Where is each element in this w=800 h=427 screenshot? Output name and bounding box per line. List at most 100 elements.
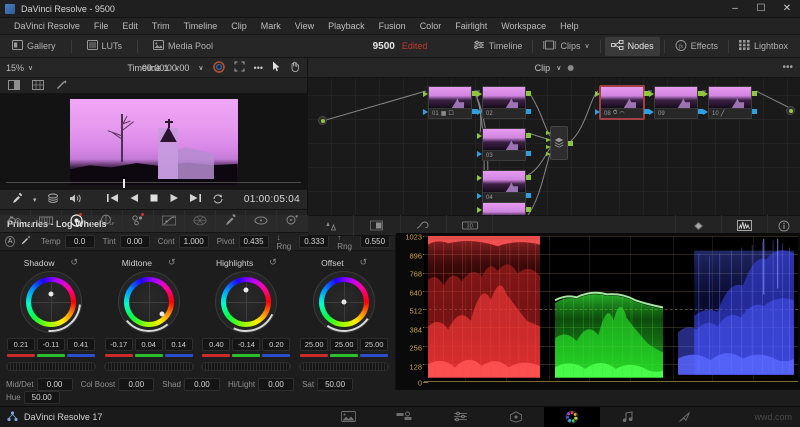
midtone-red-value[interactable]: -0.17 xyxy=(104,338,133,351)
node-blue-output-port[interactable] xyxy=(698,109,703,114)
nodes-toggle-button[interactable]: Nodes xyxy=(604,36,660,56)
caret-down-icon[interactable]: ▾ xyxy=(33,196,37,204)
saturation-field[interactable]: 50.00 xyxy=(317,378,354,391)
speaker-icon[interactable] xyxy=(64,193,87,207)
menu-fairlight[interactable]: Fairlight xyxy=(455,20,488,31)
green-bar[interactable] xyxy=(330,354,359,357)
node-graph-canvas[interactable]: 01 ▦ ☐ 02 xyxy=(308,78,800,215)
motion-effects-tool[interactable] xyxy=(123,209,154,231)
temp-field[interactable]: 0.0 xyxy=(64,235,95,248)
mixer-input-port[interactable] xyxy=(546,145,551,149)
effects-toggle-button[interactable]: fx Effects xyxy=(669,37,724,56)
blue-bar[interactable] xyxy=(360,354,389,357)
node-blue-input-port[interactable] xyxy=(477,109,482,115)
green-bar[interactable] xyxy=(232,354,261,357)
menu-trim[interactable]: Trim xyxy=(151,20,170,31)
waveform-scope[interactable]: 1023 896 768 640 512 384 256 128 0 xyxy=(396,233,800,390)
cut-page-button[interactable] xyxy=(376,407,432,427)
node-blue-input-port[interactable] xyxy=(649,109,654,115)
menu-help[interactable]: Help xyxy=(560,20,579,31)
edit-page-button[interactable] xyxy=(432,407,488,427)
curves-tool[interactable] xyxy=(154,209,185,231)
loop-button[interactable] xyxy=(207,193,229,207)
rgb-mixer-tool[interactable]: LR xyxy=(92,209,124,231)
menu-timeline[interactable]: Timeline xyxy=(183,20,218,31)
node-blue-output-port[interactable] xyxy=(526,193,531,198)
highlight-field[interactable]: 0.00 xyxy=(258,378,295,391)
stereo-tool[interactable] xyxy=(676,215,722,236)
menu-fusion[interactable]: Fusion xyxy=(378,20,406,31)
media-pool-button[interactable]: Media Pool xyxy=(147,37,219,56)
scopes-tool[interactable] xyxy=(722,215,769,236)
node-green-output-port[interactable] xyxy=(472,91,477,96)
menu-mark[interactable]: Mark xyxy=(260,20,281,31)
node-04[interactable]: 04 xyxy=(477,170,531,203)
red-bar[interactable] xyxy=(202,354,231,357)
viewer-scrubber[interactable] xyxy=(0,179,307,188)
stop-button[interactable] xyxy=(144,193,164,206)
mixer-input-port[interactable] xyxy=(546,152,551,156)
tint-field[interactable]: 0.00 xyxy=(119,235,150,248)
node-03[interactable]: 03 xyxy=(477,128,531,161)
chevron-down-icon[interactable]: ∨ xyxy=(584,43,590,50)
blue-bar[interactable] xyxy=(66,354,95,357)
offset-blue-value[interactable]: 25.00 xyxy=(360,338,389,351)
fairlight-page-button[interactable] xyxy=(600,407,656,427)
high-range-field[interactable]: 0.550 xyxy=(360,235,390,248)
layer-mixer-node[interactable] xyxy=(546,126,573,160)
node-green-input-port[interactable] xyxy=(703,91,708,97)
color-wheels-tool[interactable] xyxy=(62,209,93,231)
menu-file[interactable]: File xyxy=(93,20,109,31)
node-green-output-port[interactable] xyxy=(526,133,531,138)
viewer-timecode[interactable]: 00:00:00:00 xyxy=(141,62,190,73)
highlights-master-slider[interactable] xyxy=(201,362,292,371)
node-blue-output-port[interactable] xyxy=(752,109,757,114)
magic-mask-tool[interactable] xyxy=(308,215,355,236)
node-green-input-port[interactable] xyxy=(477,175,482,181)
node-09[interactable]: 09 xyxy=(649,86,703,119)
mixer-input-port[interactable] xyxy=(546,138,551,142)
node-green-input-port[interactable] xyxy=(477,133,482,139)
gallery-button[interactable]: Gallery xyxy=(6,37,62,56)
node-blue-output-port[interactable] xyxy=(472,109,477,114)
node-blue-input-port[interactable] xyxy=(595,109,600,115)
info-tool[interactable] xyxy=(768,215,800,236)
media-page-button[interactable] xyxy=(320,407,376,427)
offset-wheel-handle[interactable] xyxy=(341,299,347,305)
playhead-marker[interactable] xyxy=(123,179,125,188)
color-warper-tool[interactable] xyxy=(185,209,216,231)
fusion-page-button[interactable] xyxy=(488,407,544,427)
node-10[interactable]: 10 ╱ xyxy=(703,86,757,119)
reset-icon[interactable]: ↺ xyxy=(269,257,277,267)
offset-green-value[interactable]: 25.00 xyxy=(330,338,359,351)
blue-bar[interactable] xyxy=(262,354,291,357)
eyedropper-icon[interactable] xyxy=(7,192,28,207)
highlights-blue-value[interactable]: 0.20 xyxy=(262,338,291,351)
node-05[interactable]: 05 xyxy=(477,202,531,215)
highlights-green-value[interactable]: -0.14 xyxy=(232,338,261,351)
jump-to-end-button[interactable] xyxy=(184,193,207,206)
menu-color[interactable]: Color xyxy=(419,20,442,31)
key-tool[interactable] xyxy=(401,215,447,236)
node-green-input-port[interactable] xyxy=(477,91,482,97)
node-green-output-port[interactable] xyxy=(526,91,531,96)
shadow-wheel-handle[interactable] xyxy=(48,291,54,297)
menu-edit[interactable]: Edit xyxy=(122,20,138,31)
node-green-output-port[interactable] xyxy=(752,91,757,96)
node-blue-output-port[interactable] xyxy=(526,109,531,114)
node-green-output-port[interactable] xyxy=(526,207,531,212)
menu-clip[interactable]: Clip xyxy=(231,20,247,31)
lightbox-toggle-button[interactable]: Lightbox xyxy=(733,37,794,56)
magic-wand-icon[interactable] xyxy=(56,79,68,92)
power-window-tool[interactable] xyxy=(246,209,278,231)
auto-balance-icon[interactable] xyxy=(20,235,32,248)
blur-tool[interactable] xyxy=(354,215,401,236)
node-green-input-port[interactable] xyxy=(423,91,428,97)
red-bar[interactable] xyxy=(6,354,35,357)
node-more-options-icon[interactable]: ••• xyxy=(782,62,793,73)
contrast-field[interactable]: 1.000 xyxy=(178,235,209,248)
node-blue-input-port[interactable] xyxy=(477,151,482,157)
color-match-tool[interactable] xyxy=(31,209,62,231)
hand-tool-icon[interactable] xyxy=(290,61,301,74)
blue-bar[interactable] xyxy=(164,354,193,357)
